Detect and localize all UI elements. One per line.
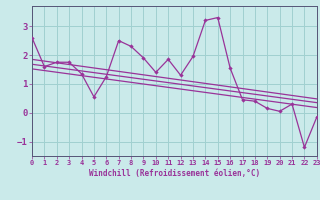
X-axis label: Windchill (Refroidissement éolien,°C): Windchill (Refroidissement éolien,°C) — [89, 169, 260, 178]
